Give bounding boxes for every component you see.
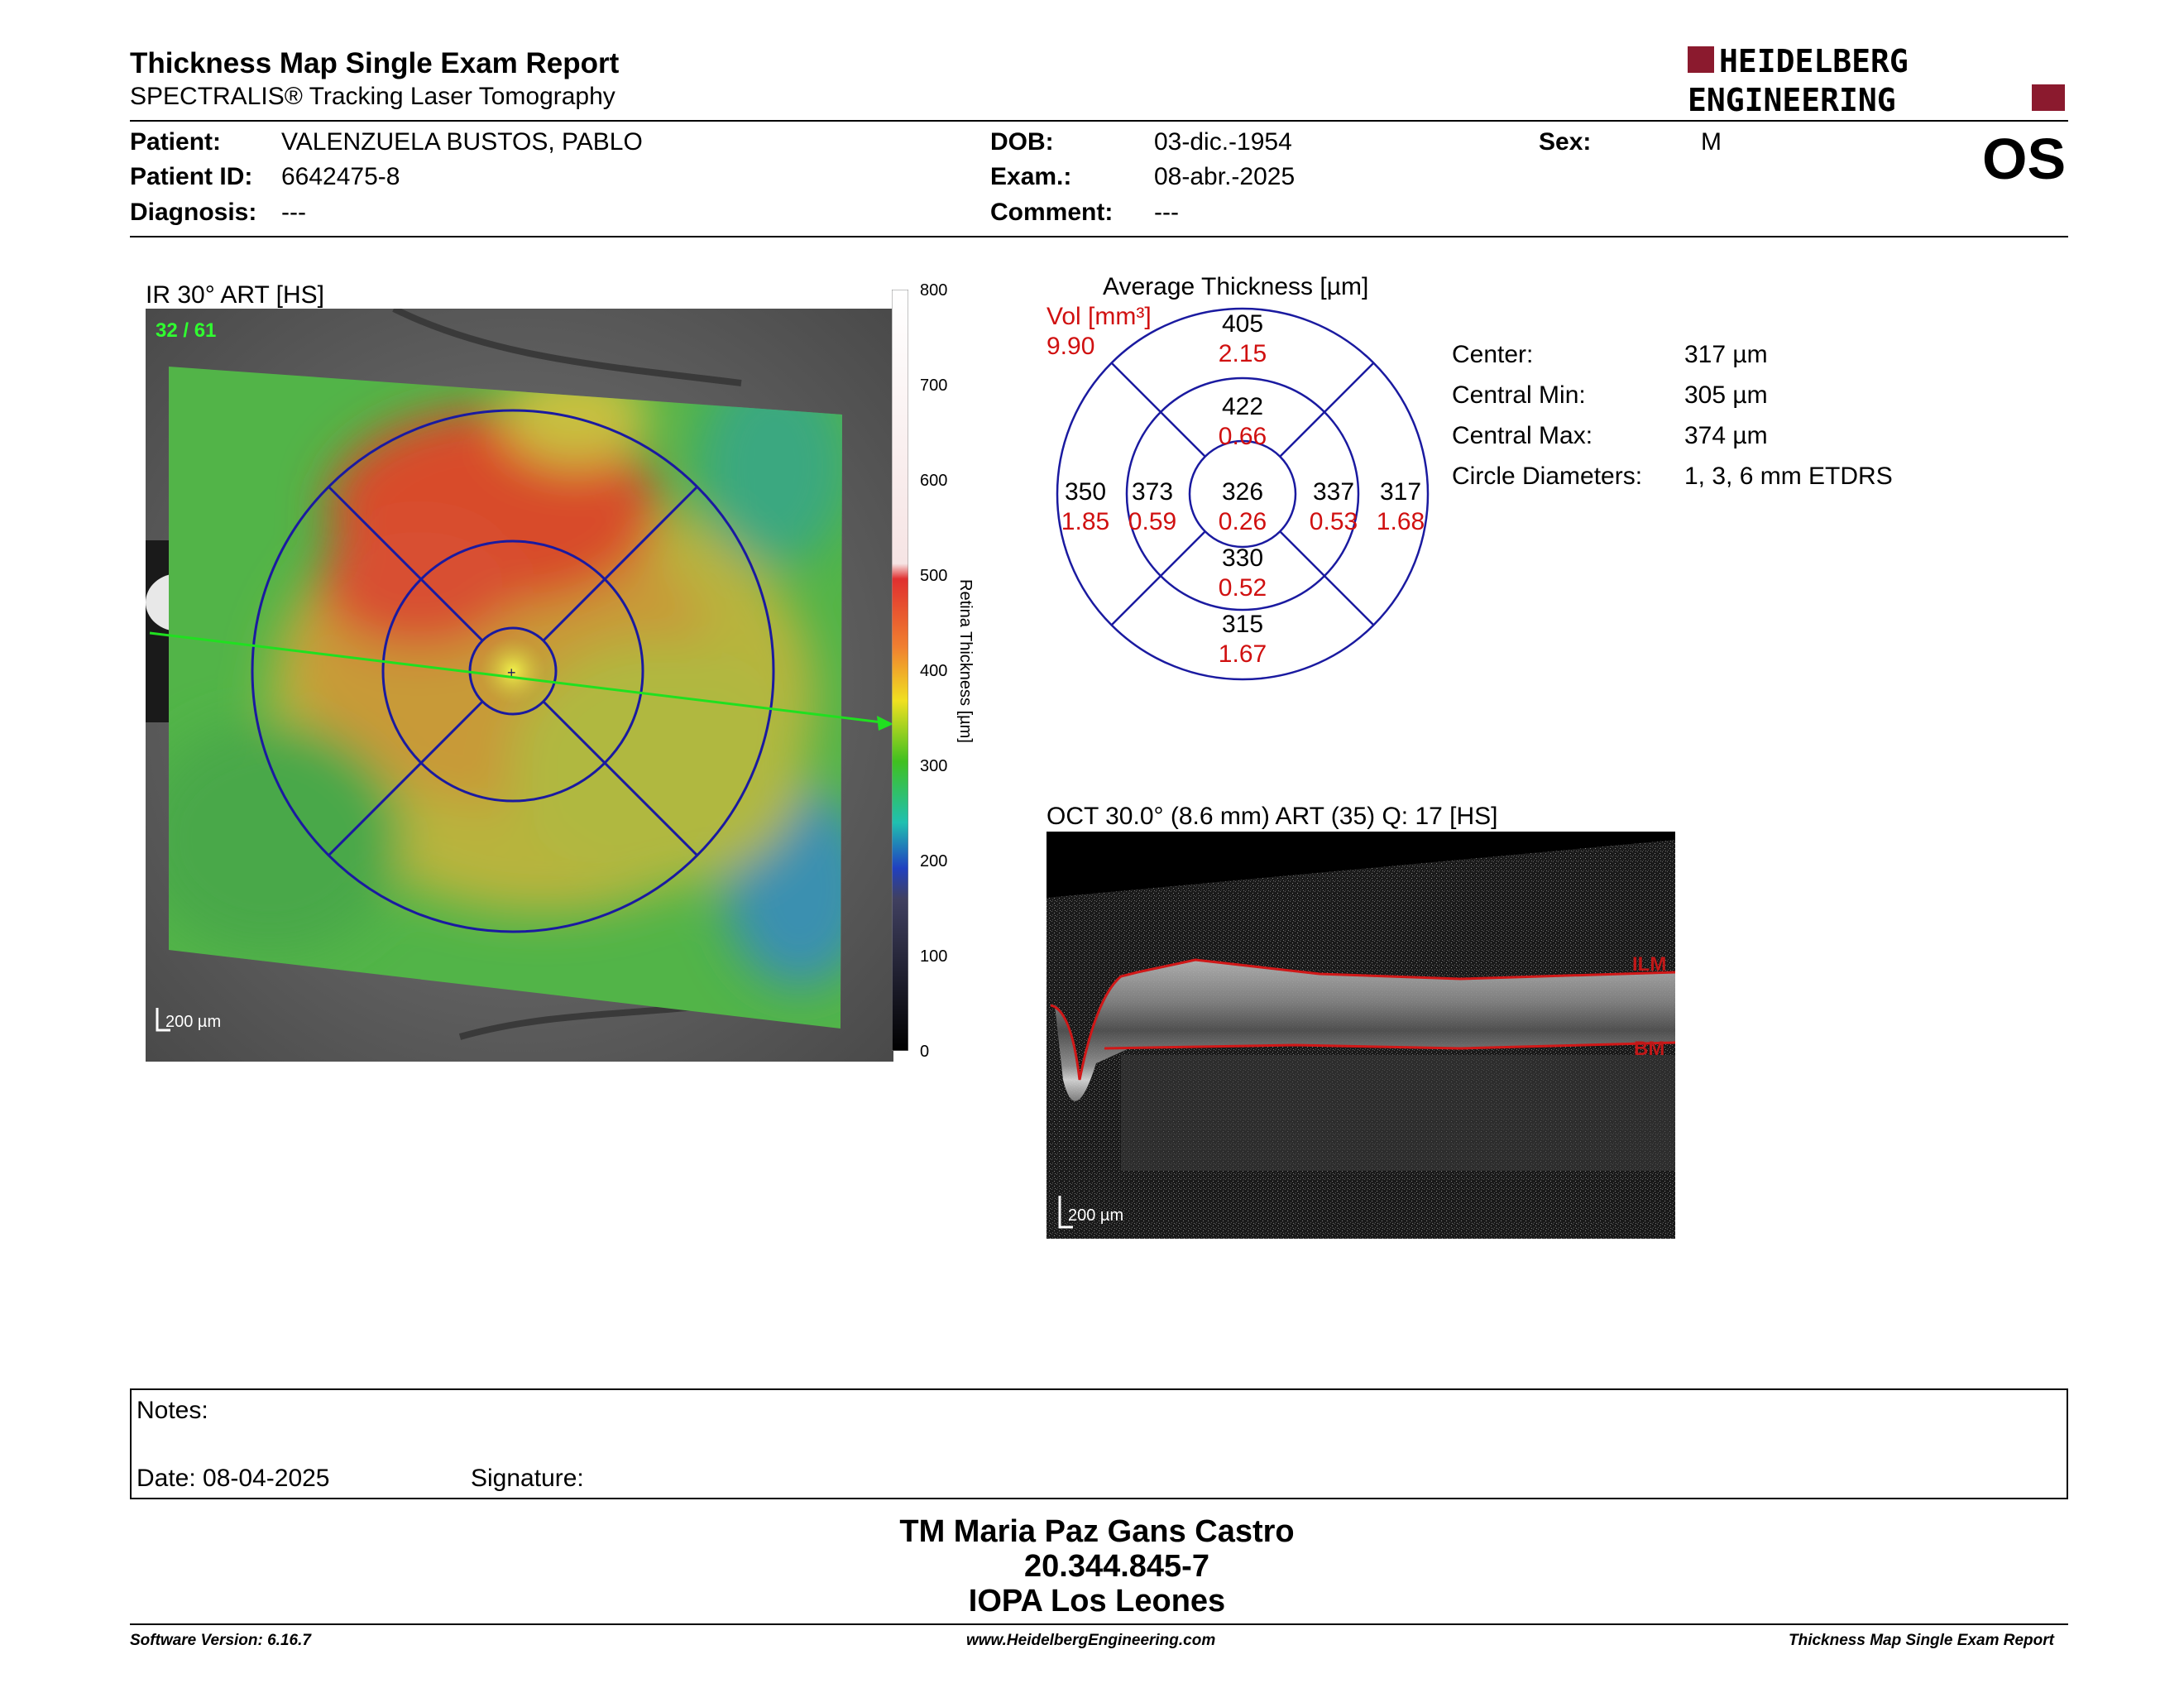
volume-header: Vol [mm³] 9.90 (1046, 302, 1152, 362)
notes-label: Notes: (136, 1397, 208, 1424)
avg-thickness-title: Average Thickness [µm] (1103, 273, 1369, 300)
patient-id-value: 6642475-8 (281, 163, 400, 190)
sex-label: Sex: (1539, 128, 1592, 156)
ir-image-title: IR 30° ART [HS] (146, 281, 324, 309)
footer-report-title: Thickness Map Single Exam Report (1789, 1632, 2054, 1649)
bm-label: BM (1634, 1038, 1664, 1060)
ir-scale-label: 200 µm (165, 1013, 221, 1031)
vol-unit-label: Vol [mm³] (1046, 303, 1152, 330)
sex-value: M (1701, 128, 1722, 156)
ir-map-graphic: 32 / 61 + 200 µm (146, 305, 893, 1062)
etdrs-thickness-center: 326 (1221, 478, 1264, 506)
colorbar-tick: 400 (920, 662, 948, 680)
etdrs-volume-inner-temporal: 0.59 (1128, 508, 1177, 535)
etdrs-thickness-inner-inferior: 330 (1221, 544, 1264, 572)
colorbar-tick: 0 (920, 1043, 930, 1061)
central-max-label: Central Max: (1452, 422, 1593, 449)
dob-label: DOB: (990, 128, 1054, 156)
colorbar-tick: 200 (920, 852, 948, 870)
etdrs-thickness-inner-temporal: 373 (1131, 478, 1174, 506)
circle-diam-label: Circle Diameters: (1452, 463, 1643, 490)
svg-text:+: + (507, 664, 516, 681)
report-title: Thickness Map Single Exam Report (130, 47, 620, 79)
scan-line (149, 631, 883, 724)
colorbar-tick: 800 (920, 281, 948, 300)
etdrs-volume-outer-temporal: 1.85 (1061, 508, 1110, 535)
logo-text-line2: ENGINEERING (1688, 82, 1896, 118)
logo-graphic: HEIDELBERG ENGINEERING (1688, 43, 2065, 118)
comment-value: --- (1154, 199, 1179, 226)
colorbar-tick: 300 (920, 757, 948, 775)
frame-counter: 32 / 61 (156, 319, 216, 342)
logo-text-line1: HEIDELBERG (1719, 45, 1909, 79)
signature-rut: 20.344.845-7 (1024, 1549, 1209, 1584)
circle-diam-value: 1, 3, 6 mm ETDRS (1684, 463, 1893, 490)
etdrs-volume-inner-nasal: 0.53 (1309, 508, 1358, 535)
footer-divider (130, 1623, 2068, 1625)
etdrs-overlay (251, 409, 775, 933)
patient-label: Patient: (130, 128, 222, 156)
patient-id-label: Patient ID: (130, 163, 253, 190)
thickness-colorbar (891, 289, 909, 1052)
patient-divider (130, 236, 2068, 237)
exam-value: 08-abr.-2025 (1154, 163, 1296, 190)
central-min-value: 305 µm (1684, 381, 1768, 409)
signature-name: TM Maria Paz Gans Castro (899, 1514, 1295, 1549)
center-label: Center: (1452, 341, 1534, 368)
etdrs-thickness-outer-superior: 405 (1221, 310, 1264, 338)
header-divider (130, 120, 2068, 122)
central-max-value: 374 µm (1684, 422, 1768, 449)
etdrs-chart (1055, 306, 1430, 682)
etdrs-thickness-inner-superior: 422 (1221, 393, 1264, 420)
bm-line (1104, 1041, 1676, 1050)
comment-label: Comment: (990, 199, 1114, 226)
ilm-line (1050, 958, 1676, 1081)
diagnosis-label: Diagnosis: (130, 199, 257, 226)
software-version: Software Version: 6.16.7 (130, 1632, 311, 1649)
etdrs-volume-outer-inferior: 1.67 (1218, 640, 1267, 668)
oct-title: OCT 30.0° (8.6 mm) ART (35) Q: 17 [HS] (1046, 803, 1498, 830)
etdrs-thickness-outer-temporal: 350 (1064, 478, 1107, 506)
colorbar-label: Retina Thickness [µm] (956, 579, 975, 743)
heidelberg-logo: HEIDELBERG ENGINEERING (1688, 43, 2068, 123)
date-label: Date: 08-04-2025 (136, 1465, 330, 1492)
colorbar-tick: 700 (920, 376, 948, 395)
etdrs-volume-inner-superior: 0.66 (1218, 423, 1267, 450)
colorbar-ticks: 800 700 600 500 400 300 200 100 0 (908, 281, 958, 1061)
colorbar-tick: 100 (920, 947, 948, 966)
etdrs-thickness-inner-nasal: 337 (1312, 478, 1355, 506)
etdrs-thickness-outer-inferior: 315 (1221, 611, 1264, 638)
colorbar-tick: 500 (920, 567, 948, 585)
center-value: 317 µm (1684, 341, 1768, 368)
etdrs-volume-outer-nasal: 1.68 (1376, 508, 1425, 535)
eye-indicator: OS (1982, 127, 2067, 191)
etdrs-volume-center: 0.26 (1218, 508, 1267, 535)
ir-thickness-map: 32 / 61 + 200 µm (146, 305, 893, 1062)
website-link[interactable]: www.HeidelbergEngineering.com (966, 1632, 1216, 1649)
dob-value: 03-dic.-1954 (1154, 128, 1292, 156)
central-min-label: Central Min: (1452, 381, 1586, 409)
exam-label: Exam.: (990, 163, 1072, 190)
signature-label: Signature: (471, 1465, 584, 1492)
notes-box[interactable]: Notes: Date: 08-04-2025 Signature: (130, 1388, 2068, 1499)
colorbar-tick: 600 (920, 472, 948, 490)
etdrs-volume-outer-superior: 2.15 (1218, 340, 1267, 367)
etdrs-thickness-outer-nasal: 317 (1379, 478, 1422, 506)
diagnosis-value: --- (281, 199, 306, 226)
ilm-label: ILM (1632, 953, 1666, 976)
vol-total: 9.90 (1046, 333, 1095, 360)
etdrs-volume-inner-inferior: 0.52 (1218, 574, 1267, 602)
report-subtitle: SPECTRALIS® Tracking Laser Tomography (130, 83, 615, 110)
patient-name: VALENZUELA BUSTOS, PABLO (281, 128, 643, 156)
oct-bscan: ILM BM 200 µm (1046, 832, 1676, 1239)
signature-institution: IOPA Los Leones (968, 1584, 1226, 1618)
oct-scale-label: 200 µm (1068, 1206, 1123, 1225)
